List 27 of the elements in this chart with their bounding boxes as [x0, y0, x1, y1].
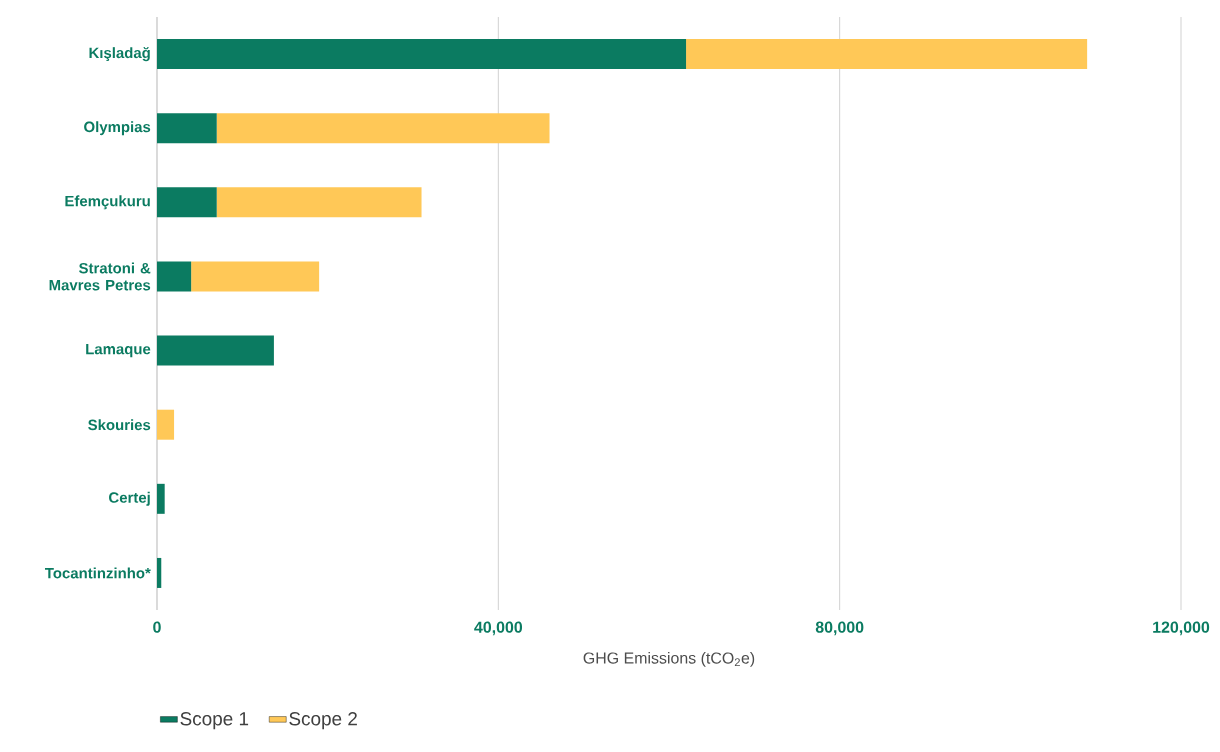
bar — [157, 335, 274, 366]
bar — [157, 39, 687, 70]
x-axis-title: GHG Emissions (tCO$_{2}$e) — [583, 651, 755, 667]
y-tick-label: Efemçukuru — [65, 195, 150, 210]
legend-label: Scope 2 — [289, 712, 357, 730]
y-tick-label: Lamaque — [86, 343, 151, 358]
bar — [157, 187, 217, 218]
y-tick-label: Skouries — [88, 419, 151, 431]
bar — [157, 483, 165, 514]
bar — [686, 39, 1088, 70]
y-tick-label: Tocantinzinho* — [44, 567, 151, 579]
x-tick-label: 120,000 — [1153, 621, 1210, 636]
bar — [157, 409, 175, 440]
y-tick-label: Certej — [109, 491, 150, 506]
x-tick-label: 80,000 — [815, 621, 864, 636]
bar — [157, 557, 162, 588]
y-tick-label: Stratoni & Mavres Petres — [49, 262, 151, 291]
legend-label: Scope 1 — [180, 712, 249, 730]
bar — [157, 113, 217, 144]
bar — [157, 261, 192, 292]
bar — [216, 187, 422, 218]
bar — [216, 113, 550, 144]
x-tick-label: 40,000 — [474, 621, 523, 636]
x-tick-label: 0 — [153, 621, 161, 633]
bar — [191, 261, 320, 292]
y-tick-label: Kışladağ — [89, 47, 150, 62]
y-tick-label: Olympias — [84, 121, 151, 136]
